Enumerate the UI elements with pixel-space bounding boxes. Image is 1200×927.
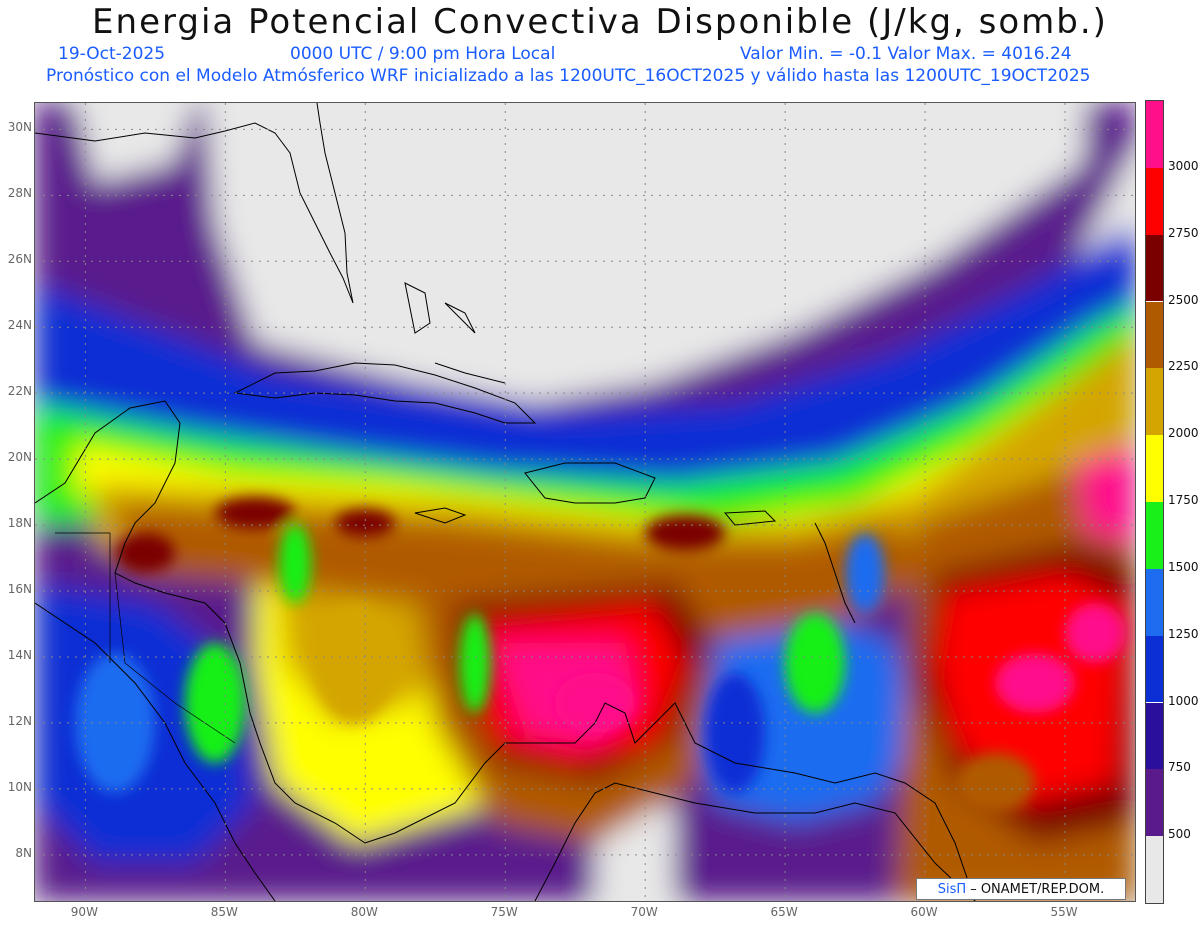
colorbar [1145, 100, 1164, 904]
colorbar-label: 2250 [1168, 359, 1199, 374]
colorbar-label: 2750 [1168, 225, 1199, 240]
latitude-label: 28N [7, 186, 32, 201]
longitude-label: 90W [70, 905, 98, 919]
latitude-label: 12N [7, 713, 32, 728]
longitude-label: 65W [770, 905, 798, 919]
latitude-label: 10N [7, 779, 32, 794]
latitude-label: 8N [15, 845, 32, 860]
latitude-label: 14N [7, 647, 32, 662]
colorbar-segment [1146, 167, 1163, 235]
latitude-label: 16N [7, 582, 32, 597]
colorbar-label: 1250 [1168, 626, 1199, 641]
colorbar-segment [1146, 769, 1163, 837]
colorbar-segment [1146, 568, 1163, 636]
latitude-label: 30N [7, 120, 32, 135]
colorbar-segment [1146, 702, 1163, 770]
colorbar-segment [1146, 101, 1163, 168]
colorbar-label: 3000 [1168, 158, 1199, 173]
longitude-label: 75W [490, 905, 518, 919]
credit-box: SisΠ – ONAMET/REP.DOM. [916, 878, 1126, 900]
colorbar-segment [1146, 301, 1163, 369]
longitude-label: 70W [630, 905, 658, 919]
colorbar-segment [1146, 502, 1163, 569]
latitude-label: 24N [7, 318, 32, 333]
date-label: 19-Oct-2025 [58, 44, 166, 64]
latitude-label: 26N [7, 252, 32, 267]
colorbar-segment [1146, 234, 1163, 302]
cape-map [34, 102, 1136, 902]
longitude-label: 55W [1050, 905, 1078, 919]
colorbar-segment [1146, 635, 1163, 703]
colorbar-segment [1146, 368, 1163, 436]
graticule [35, 103, 1135, 901]
latitude-label: 22N [7, 384, 32, 399]
colorbar-label: 2000 [1168, 426, 1199, 441]
colorbar-label: 500 [1168, 827, 1191, 842]
colorbar-label: 1000 [1168, 693, 1199, 708]
longitude-label: 80W [350, 905, 378, 919]
map-title: Energia Potencial Convectiva Disponible … [92, 2, 1108, 42]
longitude-label: 60W [910, 905, 938, 919]
colorbar-label: 2500 [1168, 292, 1199, 307]
credit-text: – ONAMET/REP.DOM. [970, 881, 1105, 897]
model-description: Pronóstico con el Modelo Atmósferico WRF… [46, 66, 1091, 86]
colorbar-segment [1146, 435, 1163, 502]
colorbar-segment [1146, 836, 1163, 903]
credit-brand: SisΠ [937, 881, 967, 897]
map-canvas [35, 103, 1135, 901]
latitude-label: 20N [7, 450, 32, 465]
latitude-label: 18N [7, 516, 32, 531]
colorbar-label: 1750 [1168, 493, 1199, 507]
minmax-label: Valor Min. = -0.1 Valor Max. = 4016.24 [740, 44, 1072, 64]
colorbar-label: 1500 [1168, 559, 1199, 574]
colorbar-label: 750 [1168, 760, 1191, 775]
time-label: 0000 UTC / 9:00 pm Hora Local [290, 44, 556, 64]
longitude-label: 85W [210, 905, 238, 919]
